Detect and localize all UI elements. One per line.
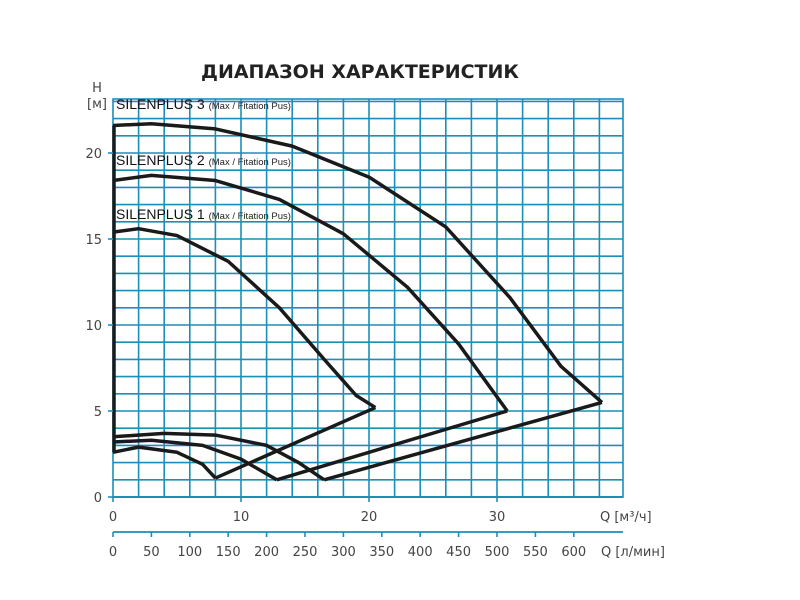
x-tick-label: 10 [233, 510, 250, 525]
x2-tick-label: 50 [143, 545, 160, 560]
y-axis-unit: [м] [87, 97, 107, 112]
pump-curves [112, 122, 604, 482]
axes: 0 5 10 15 20 H[м] 0 10 20 30 Q [м³/ч] 0 50 100 150 200 2… [85, 81, 665, 560]
x2-axis-label: Q [л/мин] [601, 545, 665, 560]
series-label: SILENPLUS 1 (Max / Fitation Pus) [116, 206, 291, 222]
min-curve [112, 431, 326, 482]
x2-tick-label: 100 [177, 545, 202, 560]
y-tick-label: 5 [94, 405, 102, 420]
series-label: SILENPLUS 3 (Max / Fitation Pus) [116, 96, 291, 112]
x2-tick-label: 300 [331, 545, 356, 560]
max-curve [112, 173, 509, 413]
max-curve [112, 226, 377, 410]
series-labels: SILENPLUS 3 (Max / Fitation Pus) SILENPLU… [116, 96, 291, 222]
x2-tick-label: 150 [216, 545, 241, 560]
x-tick-label: 0 [109, 510, 117, 525]
chart-title: ДИАПАЗОН ХАРАКТЕРИСТИК [201, 61, 519, 83]
x2-tick-label: 450 [446, 545, 471, 560]
return-line [214, 405, 377, 480]
min-curve [112, 438, 278, 482]
x-tick-label: 20 [361, 510, 378, 525]
y-tick-label: 10 [85, 319, 102, 334]
x2-tick-label: 250 [293, 545, 318, 560]
x2-tick-label: 600 [561, 545, 586, 560]
x2-tick-label: 550 [523, 545, 548, 560]
y-tick-label: 15 [85, 233, 102, 248]
x-tick-label: 30 [489, 510, 506, 525]
y-tick-label: 0 [94, 491, 102, 506]
x-axis-label: Q [м³/ч] [600, 510, 652, 525]
max-curve [112, 122, 604, 404]
min-curve [112, 445, 217, 480]
return-line [276, 409, 508, 482]
x2-tick-label: 350 [369, 545, 394, 560]
x2-tick-label: 500 [485, 545, 510, 560]
series-label: SILENPLUS 2 (Max / Fitation Pus) [116, 152, 291, 168]
return-line [323, 400, 603, 482]
x2-tick-label: 0 [109, 545, 117, 560]
y-axis-label: H [92, 81, 102, 96]
x2-tick-label: 200 [254, 545, 279, 560]
y-tick-label: 20 [85, 147, 102, 162]
x2-tick-label: 400 [408, 545, 433, 560]
